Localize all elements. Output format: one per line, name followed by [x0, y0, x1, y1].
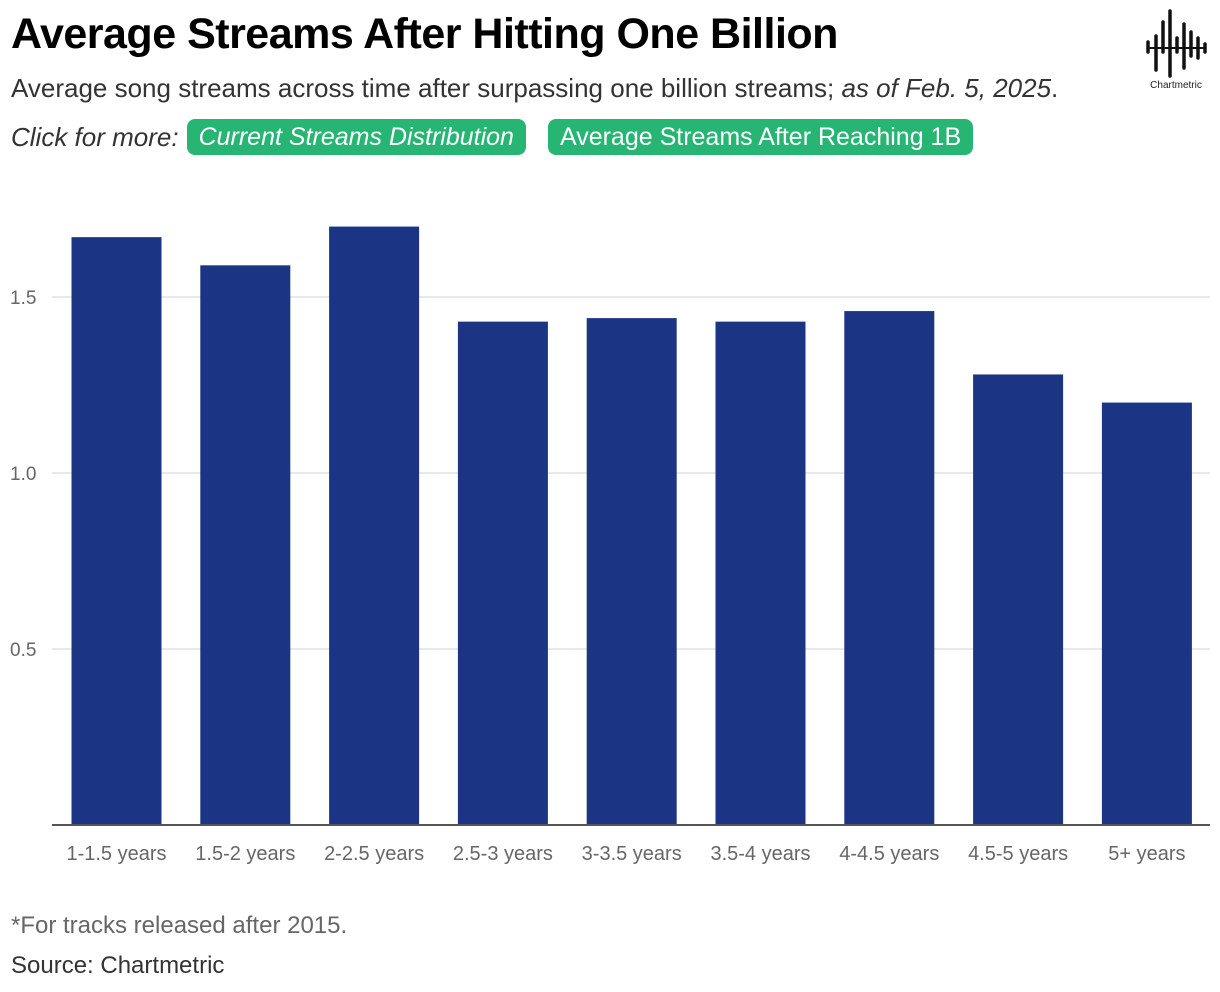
- bar-chart: 0.5 1.0 1.5 1-1.5 years 1.5-2 years 2-2.5 ye…: [10, 226, 1210, 865]
- x-tick-label: 1.5-2 years: [195, 843, 295, 865]
- y-tick-labels: 0.5 1.0 1.5: [10, 288, 36, 661]
- x-tick-label: 2-2.5 years: [324, 843, 424, 865]
- x-tick-label: 4-4.5 years: [839, 843, 939, 865]
- more-label: Click for more:: [11, 121, 179, 152]
- more-links-row: Click for more: Current Streams Distribu…: [11, 118, 995, 156]
- y-tick-label: 1.5: [10, 288, 36, 309]
- source-note: Source: Chartmetric: [11, 952, 225, 979]
- bar[interactable]: [71, 237, 162, 825]
- average-streams-after-1b-link[interactable]: Average Streams After Reaching 1B: [547, 119, 974, 155]
- subtitle-end: .: [1051, 73, 1059, 103]
- y-tick-label: 0.5: [10, 640, 36, 661]
- subtitle-date: as of Feb. 5, 2025: [841, 73, 1052, 103]
- bar[interactable]: [586, 318, 677, 825]
- bar[interactable]: [457, 321, 548, 825]
- chart-title: Average Streams After Hitting One Billio…: [11, 10, 838, 58]
- bar[interactable]: [715, 321, 806, 825]
- x-tick-label: 5+ years: [1108, 843, 1185, 865]
- chart-subtitle: Average song streams across time after s…: [11, 73, 1058, 104]
- bar[interactable]: [1101, 402, 1192, 825]
- x-tick-label: 3.5-4 years: [710, 843, 810, 865]
- bar[interactable]: [329, 226, 420, 826]
- bar[interactable]: [973, 374, 1064, 825]
- bar[interactable]: [844, 311, 935, 825]
- y-tick-label: 1.0: [10, 464, 36, 485]
- chartmetric-logo-icon: [1146, 9, 1207, 78]
- bar-layer: [71, 226, 1192, 826]
- x-tick-label: 1-1.5 years: [66, 843, 166, 865]
- subtitle-text: Average song streams across time after s…: [11, 73, 842, 103]
- footnote: *For tracks released after 2015.: [11, 912, 348, 939]
- x-tick-label: 4.5-5 years: [968, 843, 1068, 865]
- bar[interactable]: [200, 265, 291, 825]
- current-streams-distribution-link[interactable]: Current Streams Distribution: [186, 119, 526, 155]
- x-tick-label: 3-3.5 years: [582, 843, 682, 865]
- x-tick-labels: 1-1.5 years 1.5-2 years 2-2.5 years 2.5-3 y…: [66, 843, 1185, 865]
- x-tick-label: 2.5-3 years: [453, 843, 553, 865]
- logo-text: Chartmetric: [1150, 80, 1202, 91]
